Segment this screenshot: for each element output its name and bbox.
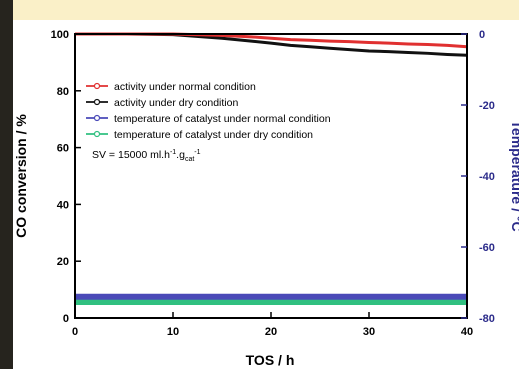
x-tick-label: 40 [461,326,473,338]
y-tick-label: 0 [63,313,69,325]
x-tick-label: 30 [363,326,375,338]
series-line [75,32,468,57]
legend-entry: temperature of catalyst under normal con… [114,113,331,125]
legend-entry: temperature of catalyst under dry condit… [114,129,313,141]
legend: activity under normal condition activity … [86,81,331,141]
legend-marker [93,82,101,90]
y-tick-label: 100 [51,29,69,41]
y-axis-right: 0 -20 -40 -60 -80 [461,29,495,325]
left-edge-shadow [0,0,13,369]
y2-tick-label: -40 [479,171,495,183]
y-tick-label: 80 [57,86,69,98]
y2-tick-label: -80 [479,313,495,325]
legend-marker [93,130,101,138]
space-velocity-annotation: SV = 15000 ml.h-1.gcat-1 [92,149,201,163]
y2-axis-label: Temperature / °C [509,120,519,231]
y2-tick-label: -60 [479,242,495,254]
legend-entry: activity under dry condition [114,97,238,109]
y2-tick-label: -20 [479,100,495,112]
y-axis-label: CO conversion / % [13,114,29,238]
plot-panel [13,20,519,369]
x-tick-label: 10 [167,326,179,338]
y-axis-left: 0 20 40 60 80 100 [51,29,81,325]
y-tick-label: 20 [57,256,69,268]
x-tick-label: 0 [72,326,78,338]
y2-tick-label: 0 [479,29,485,41]
y-tick-label: 60 [57,143,69,155]
x-tick-label: 20 [265,326,277,338]
legend-entry: activity under normal condition [114,81,256,93]
y-tick-label: 40 [57,199,69,211]
legend-marker [93,114,101,122]
x-axis: 0 10 20 30 40 [72,312,473,338]
x-axis-label: TOS / h [246,352,295,368]
legend-marker [93,98,101,106]
